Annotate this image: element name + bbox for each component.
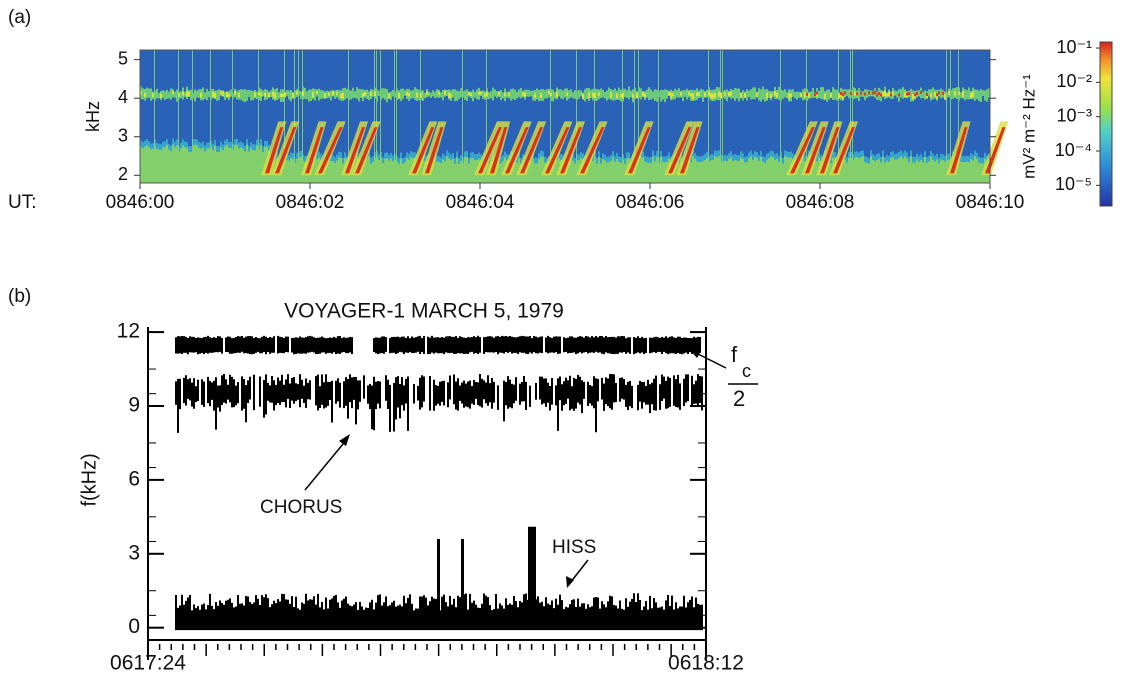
- x-tick-label: 0846:02: [276, 192, 345, 213]
- chart-title: VOYAGER-1 MARCH 5, 1979: [284, 300, 564, 323]
- spectrogram-texture: [140, 86, 990, 103]
- annotation-arrow: [569, 559, 589, 584]
- x-prefix: UT:: [8, 192, 37, 213]
- panel-label: (a): [8, 7, 31, 28]
- x-tick-label: 0618:12: [668, 652, 744, 675]
- x-tick-label: 0846:00: [106, 192, 175, 213]
- annotation: c: [742, 361, 751, 381]
- y-tick-label: 9: [128, 394, 140, 417]
- colorbar: [1099, 41, 1113, 207]
- y-axis-label: kHz: [83, 101, 103, 132]
- spectrogram-texture: [140, 90, 974, 100]
- spectrogram-texture: [265, 127, 1006, 174]
- x-tick-label: 0846:06: [616, 192, 685, 213]
- fc-band-texture: [175, 335, 701, 355]
- y-tick-label: 3: [118, 125, 128, 145]
- annotation: f: [731, 342, 738, 367]
- annotation: 2: [733, 386, 745, 411]
- colorbar-tick-label: 10⁻³: [1056, 105, 1092, 125]
- x-tick-label: 0846:04: [446, 192, 515, 213]
- panel-label: (b): [8, 286, 31, 307]
- y-tick-label: 6: [128, 467, 140, 490]
- y-tick-label: 0: [128, 615, 140, 638]
- plot-frame: [139, 49, 991, 184]
- x-tick-label: 0617:24: [110, 652, 186, 675]
- colorbar-tick-label: 10⁻¹: [1056, 37, 1092, 57]
- colorbar-tick-label: 10⁻⁵: [1055, 174, 1092, 194]
- annotation-arrow: [304, 437, 349, 491]
- spectrogram-texture: [806, 90, 944, 97]
- y-axis-label: f(kHz): [78, 453, 100, 506]
- y-tick-label: 12: [117, 320, 140, 343]
- x-tick-label: 0846:10: [956, 192, 1025, 213]
- arrow-head: [690, 350, 701, 358]
- y-tick-label: 4: [118, 87, 128, 107]
- colorbar-tick-label: 10⁻⁴: [1055, 140, 1092, 160]
- y-tick-label: 2: [118, 164, 128, 184]
- spectrogram-texture: [140, 50, 990, 183]
- annotation-arrow: [693, 351, 727, 369]
- x-tick-label: 0846:08: [786, 192, 855, 213]
- arrow-head: [339, 434, 350, 446]
- colorbar-label: mV² m⁻² Hz⁻¹: [1019, 74, 1038, 179]
- arrow-head: [566, 576, 574, 588]
- y-tick-label: 3: [128, 541, 140, 564]
- colorbar-tick-label: 10⁻²: [1056, 71, 1092, 91]
- hiss-texture: [175, 526, 703, 631]
- y-tick-label: 5: [118, 48, 128, 68]
- annotation: HISS: [552, 537, 596, 558]
- chorus-texture: [175, 373, 703, 433]
- annotation: CHORUS: [260, 497, 342, 518]
